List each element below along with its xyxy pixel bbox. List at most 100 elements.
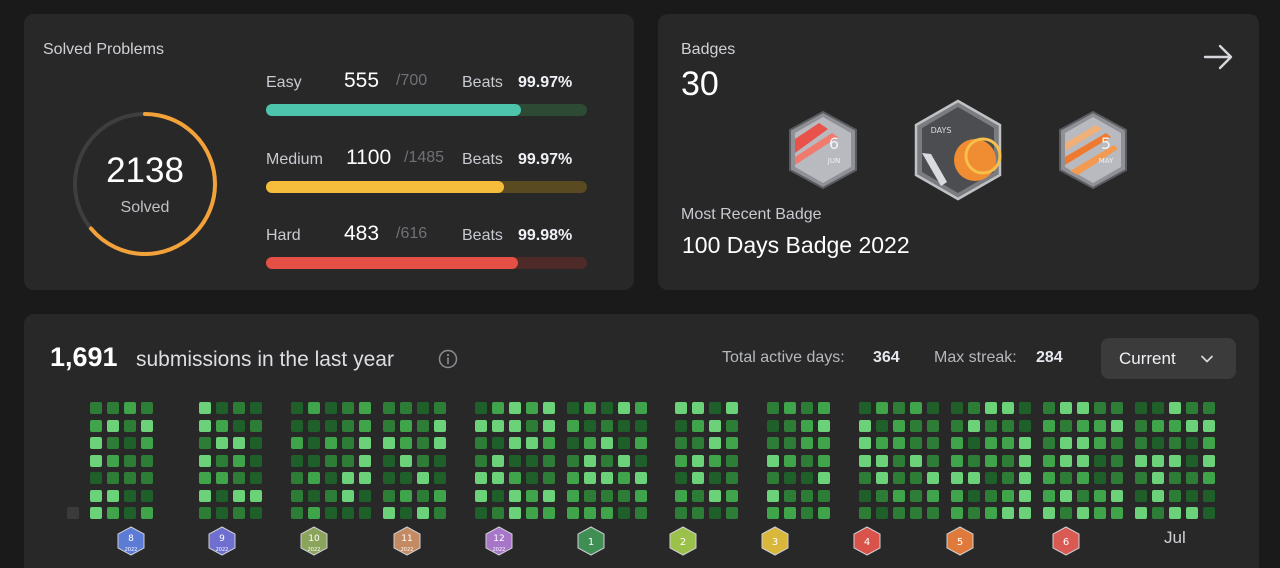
heatmap-cell[interactable] [199, 454, 211, 467]
heatmap-cell[interactable] [1060, 489, 1072, 502]
heatmap-cell[interactable] [801, 437, 813, 449]
heatmap-cell[interactable] [124, 454, 136, 467]
heatmap-cell[interactable] [325, 437, 337, 449]
heatmap-cell[interactable] [876, 507, 888, 519]
heatmap-cell[interactable] [767, 454, 779, 467]
heatmap-cell[interactable] [216, 472, 228, 484]
heatmap-cell[interactable] [1060, 402, 1072, 414]
heatmap-cell[interactable] [1169, 419, 1181, 432]
heatmap-cell[interactable] [492, 419, 504, 432]
heatmap-cell[interactable] [859, 489, 871, 502]
heatmap-cell[interactable] [601, 489, 613, 502]
heatmap-cell[interactable] [618, 402, 630, 414]
heatmap-cell[interactable] [475, 507, 487, 519]
heatmap-cell[interactable] [308, 472, 320, 484]
heatmap-cell[interactable] [876, 489, 888, 502]
heatmap-cell[interactable] [107, 454, 119, 467]
heatmap-cell[interactable] [985, 437, 997, 449]
heatmap-cell[interactable] [199, 419, 211, 432]
heatmap-cell[interactable] [1043, 472, 1055, 484]
heatmap-cell[interactable] [726, 437, 738, 449]
heatmap-cell[interactable] [1019, 419, 1031, 432]
june-badge-icon[interactable]: 6 JUN [786, 109, 860, 191]
heatmap-cell[interactable] [801, 472, 813, 484]
heatmap-cell[interactable] [635, 489, 647, 502]
heatmap-cell[interactable] [1060, 437, 1072, 449]
heatmap-cell[interactable] [1043, 419, 1055, 432]
heatmap-cell[interactable] [199, 402, 211, 414]
heatmap-cell[interactable] [475, 419, 487, 432]
heatmap-cell[interactable] [124, 507, 136, 519]
heatmap-cell[interactable] [893, 507, 905, 519]
heatmap-cell[interactable] [1111, 419, 1123, 432]
year-select-dropdown[interactable]: Current [1101, 338, 1236, 379]
heatmap-cell[interactable] [199, 507, 211, 519]
heatmap-cell[interactable] [675, 437, 687, 449]
heatmap-cell[interactable] [985, 472, 997, 484]
heatmap-cell[interactable] [325, 489, 337, 502]
heatmap-cell[interactable] [692, 402, 704, 414]
heatmap-cell[interactable] [1169, 402, 1181, 414]
heatmap-cell[interactable] [383, 402, 395, 414]
heatmap-cell[interactable] [927, 437, 939, 449]
heatmap-cell[interactable] [216, 402, 228, 414]
heatmap-cell[interactable] [1043, 402, 1055, 414]
heatmap-cell[interactable] [492, 437, 504, 449]
heatmap-cell[interactable] [509, 402, 521, 414]
heatmap-cell[interactable] [1152, 437, 1164, 449]
heatmap-cell[interactable] [342, 454, 354, 467]
heatmap-cell[interactable] [543, 489, 555, 502]
heatmap-cell[interactable] [709, 472, 721, 484]
heatmap-cell[interactable] [308, 507, 320, 519]
heatmap-cell[interactable] [1169, 472, 1181, 484]
heatmap-cell[interactable] [784, 437, 796, 449]
heatmap-cell[interactable] [475, 402, 487, 414]
heatmap-cell[interactable] [291, 419, 303, 432]
heatmap-cell[interactable] [1186, 402, 1198, 414]
heatmap-cell[interactable] [927, 507, 939, 519]
heatmap-cell[interactable] [692, 507, 704, 519]
heatmap-cell[interactable] [1152, 472, 1164, 484]
heatmap-cell[interactable] [893, 454, 905, 467]
heatmap-cell[interactable] [601, 454, 613, 467]
heatmap-cell[interactable] [90, 489, 102, 502]
heatmap-cell[interactable] [618, 507, 630, 519]
heatmap-cell[interactable] [1203, 419, 1215, 432]
heatmap-cell[interactable] [124, 489, 136, 502]
heatmap-cell[interactable] [910, 402, 922, 414]
heatmap-cell[interactable] [726, 454, 738, 467]
heatmap-cell[interactable] [1019, 437, 1031, 449]
heatmap-cell[interactable] [968, 454, 980, 467]
heatmap-cell[interactable] [1002, 472, 1014, 484]
heatmap-cell[interactable] [233, 454, 245, 467]
heatmap-cell[interactable] [951, 419, 963, 432]
heatmap-cell[interactable] [635, 472, 647, 484]
heatmap-cell[interactable] [107, 507, 119, 519]
heatmap-cell[interactable] [291, 454, 303, 467]
heatmap-cell[interactable] [675, 419, 687, 432]
heatmap-cell[interactable] [543, 507, 555, 519]
heatmap-cell[interactable] [1135, 454, 1147, 467]
heatmap-cell[interactable] [1077, 419, 1089, 432]
heatmap-cell[interactable] [1186, 419, 1198, 432]
heatmap-cell[interactable] [383, 454, 395, 467]
heatmap-cell[interactable] [400, 437, 412, 449]
heatmap-cell[interactable] [910, 419, 922, 432]
heatmap-cell[interactable] [635, 454, 647, 467]
heatmap-cell[interactable] [968, 419, 980, 432]
heatmap-cell[interactable] [291, 437, 303, 449]
heatmap-cell[interactable] [951, 454, 963, 467]
heatmap-cell[interactable] [359, 402, 371, 414]
heatmap-cell[interactable] [1111, 454, 1123, 467]
heatmap-cell[interactable] [308, 419, 320, 432]
heatmap-cell[interactable] [893, 437, 905, 449]
heatmap-cell[interactable] [968, 472, 980, 484]
heatmap-cell[interactable] [291, 402, 303, 414]
heatmap-cell[interactable] [618, 454, 630, 467]
heatmap-cell[interactable] [1043, 489, 1055, 502]
heatmap-cell[interactable] [1043, 507, 1055, 519]
heatmap-cell[interactable] [475, 437, 487, 449]
heatmap-cell[interactable] [543, 437, 555, 449]
heatmap-cell[interactable] [584, 454, 596, 467]
heatmap-cell[interactable] [859, 402, 871, 414]
